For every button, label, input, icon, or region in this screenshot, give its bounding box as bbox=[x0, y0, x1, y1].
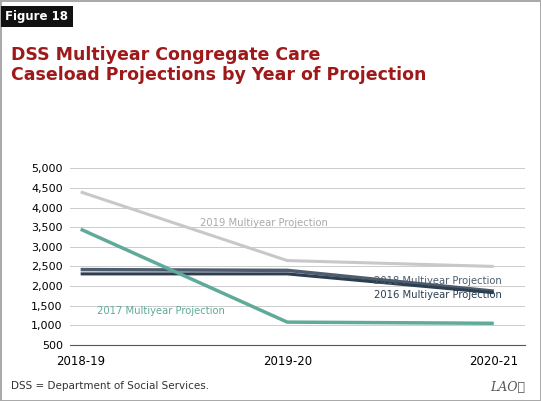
Text: 2016 Multiyear Projection: 2016 Multiyear Projection bbox=[374, 290, 502, 300]
Text: DSS = Department of Social Services.: DSS = Department of Social Services. bbox=[11, 381, 209, 391]
Text: 2019 Multiyear Projection: 2019 Multiyear Projection bbox=[201, 218, 328, 228]
Text: DSS Multiyear Congregate Care: DSS Multiyear Congregate Care bbox=[11, 46, 320, 64]
Text: 2018 Multiyear Projection: 2018 Multiyear Projection bbox=[374, 276, 502, 286]
Text: Figure 18: Figure 18 bbox=[5, 10, 68, 23]
Text: 2017 Multiyear Projection: 2017 Multiyear Projection bbox=[97, 306, 225, 316]
Text: LAOⒶ: LAOⒶ bbox=[490, 381, 525, 394]
Text: Caseload Projections by Year of Projection: Caseload Projections by Year of Projecti… bbox=[11, 66, 426, 84]
